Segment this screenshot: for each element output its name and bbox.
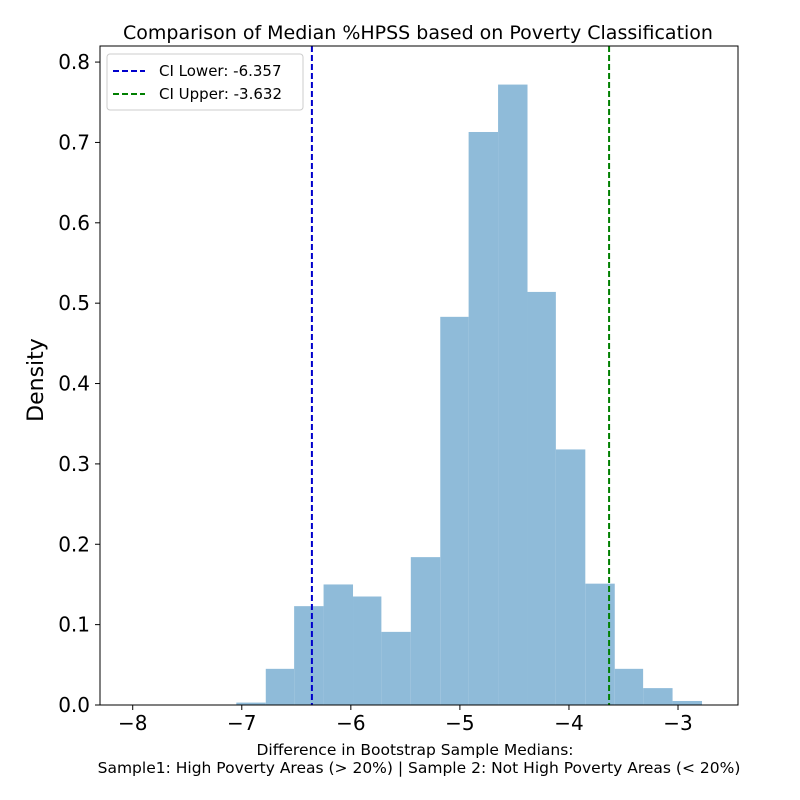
legend-label-ci-lower: CI Lower: -6.357: [159, 62, 282, 80]
plot-frame: [99, 45, 739, 706]
bar-3: [323, 584, 354, 705]
ci-lines-group: [310, 46, 611, 705]
x-tick-label-2: −6: [336, 711, 365, 735]
y-tick-label-6: 0.6: [58, 211, 90, 235]
y-tick-label-4: 0.4: [58, 372, 90, 396]
bar-7: [440, 316, 469, 705]
y-tick-label-5: 0.5: [58, 291, 90, 315]
bar-14: [643, 688, 673, 705]
y-tick-label-2: 0.2: [58, 532, 90, 556]
bar-10: [527, 291, 556, 705]
x-axis-label-line1: Difference in Bootstrap Sample Medians:: [256, 741, 573, 759]
x-tick-label-5: −3: [663, 711, 692, 735]
y-axis-ticks: 0.0 0.1 0.2 0.3 0.4 0.5 0.6 0.7 0.8: [58, 50, 100, 717]
y-tick-label-7: 0.7: [58, 130, 90, 154]
bars-group: [236, 84, 703, 706]
x-axis-label-line2: Sample1: High Poverty Areas (> 20%) | Sa…: [98, 759, 741, 777]
y-tick-label-8: 0.8: [58, 50, 90, 74]
bar-2: [294, 606, 324, 705]
legend: CI Lower: -6.357 CI Upper: -3.632: [106, 53, 304, 111]
legend-label-ci-upper: CI Upper: -3.632: [159, 85, 282, 103]
bar-15: [672, 700, 703, 705]
y-tick-label-0: 0.0: [58, 693, 90, 717]
y-axis-label: Density: [24, 338, 49, 422]
bar-8: [468, 131, 499, 706]
y-tick-label-1: 0.1: [58, 613, 90, 637]
x-tick-label-4: −4: [554, 711, 583, 735]
bar-0: [236, 702, 266, 705]
bar-9: [498, 84, 528, 705]
bar-12: [585, 583, 615, 705]
x-axis-ticks: −8 −7 −6 −5 −4 −3: [118, 705, 693, 735]
bar-6: [410, 557, 441, 705]
chart-title: Comparison of Median %HPSS based on Pove…: [123, 22, 713, 44]
bar-5: [381, 631, 411, 705]
y-tick-label-3: 0.3: [58, 452, 90, 476]
x-tick-label-3: −5: [445, 711, 474, 735]
x-tick-label-1: −7: [227, 711, 256, 735]
bar-13: [614, 668, 644, 705]
bar-1: [265, 668, 295, 705]
bar-11: [555, 449, 586, 705]
legend-box: [106, 53, 304, 111]
x-tick-label-0: −8: [118, 711, 147, 735]
bar-4: [353, 596, 382, 705]
